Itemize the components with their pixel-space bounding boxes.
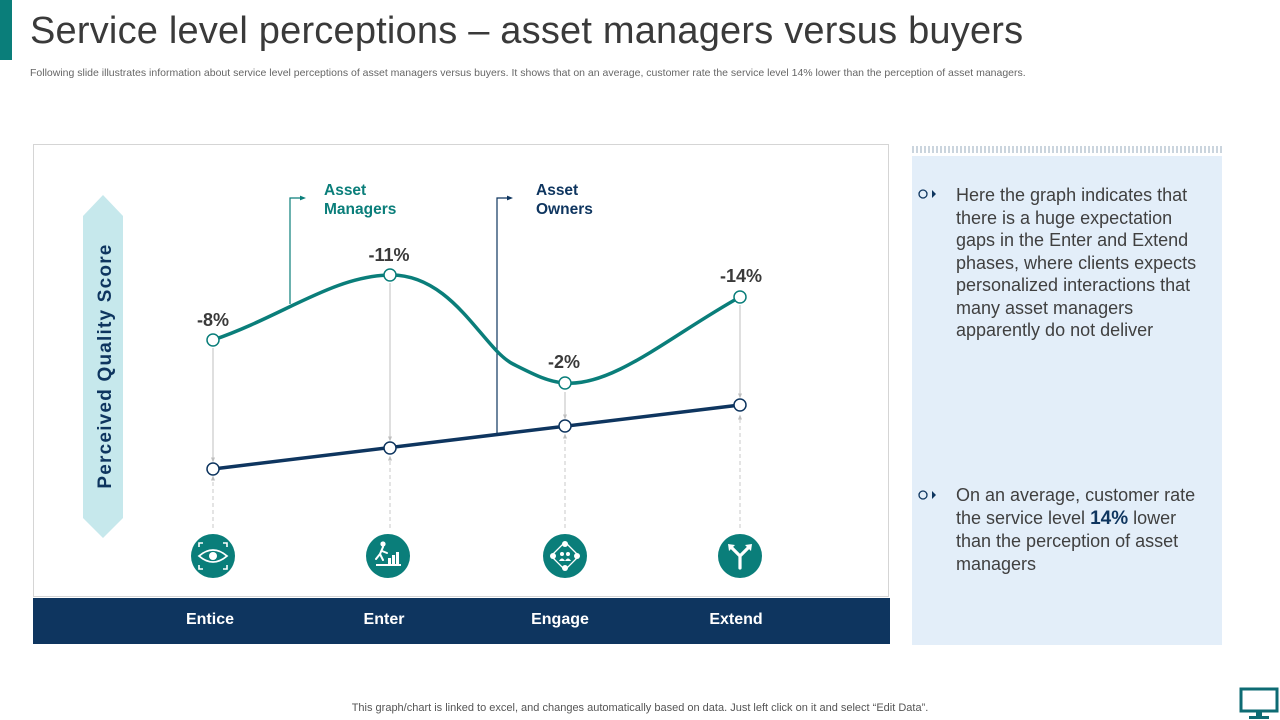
eye-icon [191, 534, 235, 578]
monitor-icon [1239, 687, 1279, 719]
info-point-2-lead: On an average, customer rate the service… [956, 485, 1196, 528]
asset-owners-point-engage [558, 419, 572, 433]
asset-managers-point-entice [206, 333, 220, 347]
asset-owners-line [212, 403, 741, 471]
info-point-2-tail: lower than the perception of asset manag… [956, 507, 1179, 574]
perception-chart: Perceived Quality Score Asset Managers A… [83, 182, 762, 578]
asset-managers-label: Asset Managers [324, 182, 396, 218]
footer-note: This graph/chart is linked to excel, and… [351, 702, 929, 714]
bullet-icon [918, 490, 936, 500]
asset-owners-point-enter [383, 441, 397, 455]
branch-icon [718, 534, 762, 578]
climbing-stairs-icon [366, 534, 410, 578]
y-axis-label: Perceived Quality Score [95, 243, 116, 488]
network-people-icon [543, 534, 587, 578]
info-panel-stripe [912, 146, 1222, 153]
info-point-2: On an average, customer rate the service… [956, 484, 1211, 575]
gap-label-extend: -14% [720, 266, 762, 286]
page-title: Service level perceptions – asset manage… [30, 10, 1024, 52]
asset-managers-callout-line [289, 195, 306, 304]
phase-label-extend: Extend [709, 611, 763, 628]
gap-label-engage: -2% [548, 352, 580, 372]
gap-label-entice: -8% [197, 310, 229, 330]
asset-managers-point-extend [733, 290, 747, 304]
chart-panel [33, 144, 889, 597]
asset-owners-point-entice [206, 462, 220, 476]
phase-label-engage: Engage [531, 611, 589, 628]
info-panel [912, 156, 1222, 645]
page-subtitle: Following slide illustrates information … [30, 67, 1026, 79]
bullet-icon [918, 189, 936, 199]
asset-managers-point-enter [383, 268, 397, 282]
gap-label-enter: -11% [368, 245, 409, 265]
asset-owners-point-extend [733, 398, 747, 412]
asset-owners-label: Asset Owners [536, 182, 593, 218]
asset-managers-point-engage [558, 376, 572, 390]
info-point-1: Here the graph indicates that there is a… [956, 185, 1197, 340]
info-point-2-highlight: 14% [1090, 507, 1129, 529]
asset-managers-line [211, 273, 742, 385]
phase-label-enter: Enter [363, 611, 405, 628]
asset-owners-callout-line [496, 195, 513, 436]
phase-label-entice: Entice [185, 611, 234, 628]
y-axis-arrow [83, 195, 123, 538]
phase-bar: Entice Enter Engage Extend [33, 598, 890, 644]
title-accent-bar [0, 0, 12, 60]
